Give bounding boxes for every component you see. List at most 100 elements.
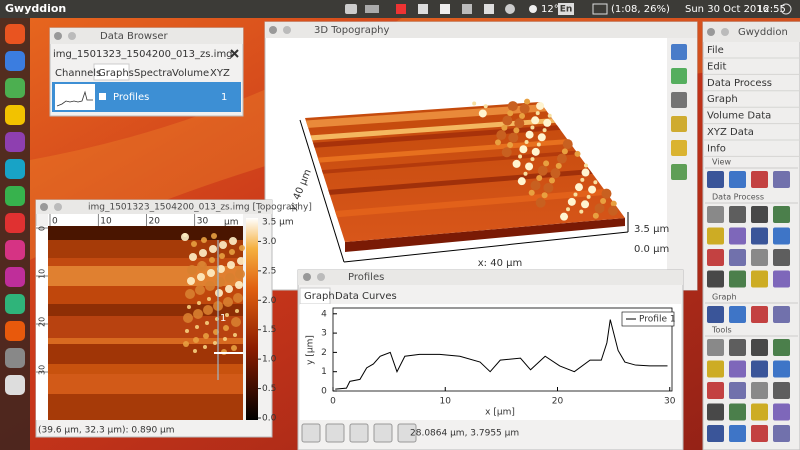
tool-button[interactable] [729,339,746,356]
tab[interactable]: Data [335,291,359,302]
tool-button[interactable] [729,403,746,421]
tool-button[interactable] [751,360,768,378]
launcher-icon[interactable] [5,267,25,287]
tool-button[interactable] [751,403,768,421]
tool-button[interactable] [773,270,790,288]
tool-button[interactable] [751,339,768,356]
tool-button[interactable] [707,227,724,245]
tool-button[interactable] [707,425,724,442]
launcher-icon[interactable] [5,105,25,125]
clock[interactable]: 12:55 [757,4,786,15]
view-button[interactable] [671,68,687,84]
tool-button[interactable] [707,306,724,323]
launcher-icon[interactable] [5,375,25,395]
launcher-icon[interactable] [5,348,25,368]
launcher-icon[interactable] [5,240,25,260]
view-button[interactable] [671,164,687,180]
graph-tool-button[interactable] [373,423,393,443]
minimize-button[interactable] [68,32,76,40]
power-icon[interactable] [780,3,792,15]
menu-item[interactable]: Edit [707,61,726,72]
tool-button[interactable] [751,206,768,223]
menu-item[interactable]: XYZ Data [707,127,754,138]
tool-button[interactable] [707,249,724,266]
tab[interactable]: Volume [172,68,209,79]
tool-button[interactable] [729,360,746,378]
tab[interactable]: Curves [362,291,397,302]
menu-item[interactable]: Data Process [707,78,772,89]
tool-button[interactable] [773,249,790,266]
tool-button[interactable] [773,360,790,378]
tool-button[interactable] [707,270,724,288]
view-button[interactable] [671,140,687,156]
graph-tool-button[interactable] [325,423,345,443]
close-button[interactable] [269,26,277,34]
close-button[interactable] [303,273,311,281]
tool-button[interactable] [773,425,790,442]
tool-button[interactable] [751,270,768,288]
keyboard-layout[interactable]: En [560,5,573,15]
tool-button[interactable] [751,227,768,245]
close-button[interactable] [707,28,715,36]
tool-button[interactable] [707,206,724,223]
tool-button[interactable] [707,360,724,378]
tool-button[interactable] [729,382,746,399]
tool-button[interactable] [729,306,746,323]
tool-button[interactable] [773,382,790,399]
battery[interactable]: (1:08, 26%) [611,4,670,15]
launcher-icon[interactable] [5,132,25,152]
close-button[interactable] [54,32,62,40]
date[interactable]: Sun 30 Oct 2016 [685,4,769,15]
tool-button[interactable] [707,171,724,188]
close-button[interactable] [40,203,48,211]
minimize-button[interactable] [54,203,62,211]
view-button[interactable] [671,44,687,60]
tool-button[interactable] [729,171,746,188]
tool-button[interactable] [707,339,724,356]
tool-button[interactable] [751,171,768,188]
visibility-check[interactable] [99,93,106,100]
tool-button[interactable] [729,249,746,266]
launcher-icon[interactable] [5,294,25,314]
tool-button[interactable] [751,306,768,323]
graph-tool-button[interactable] [397,423,417,443]
minimize-button[interactable] [283,26,291,34]
view-button[interactable] [671,116,687,132]
view-button[interactable] [671,92,687,108]
minimize-button[interactable] [317,273,325,281]
tool-button[interactable] [773,227,790,245]
tool-button[interactable] [751,382,768,399]
launcher-icon[interactable] [5,321,25,341]
tool-button[interactable] [773,171,790,188]
temperature[interactable]: 12° [541,4,559,15]
tool-button[interactable] [773,206,790,223]
tab[interactable]: Channels [55,68,101,79]
tool-button[interactable] [729,227,746,245]
graph-tool-button[interactable] [349,423,369,443]
graph-tool-button[interactable] [301,423,321,443]
tool-button[interactable] [729,425,746,442]
tool-button[interactable] [707,403,724,421]
launcher-icon[interactable] [5,213,25,233]
minimize-button[interactable] [721,28,729,36]
menu-item[interactable]: Graph [707,94,738,105]
launcher-icon[interactable] [5,51,25,71]
tool-button[interactable] [751,425,768,442]
launcher-icon[interactable] [5,24,25,44]
tool-button[interactable] [773,306,790,323]
tab[interactable]: Graph [304,291,335,302]
tab[interactable]: Graphs [98,68,134,79]
tool-button[interactable] [773,339,790,356]
launcher-icon[interactable] [5,159,25,179]
launcher-icon[interactable] [5,186,25,206]
menu-item[interactable]: File [707,45,724,56]
menu-item[interactable]: Volume Data [707,111,771,122]
tool-button[interactable] [729,206,746,223]
tool-button[interactable] [707,382,724,399]
close-file[interactable] [230,49,239,58]
tool-button[interactable] [729,270,746,288]
menu-item[interactable]: Info [707,143,726,154]
launcher-icon[interactable] [5,78,25,98]
tab[interactable]: Spectra [134,68,173,79]
tool-button[interactable] [773,403,790,421]
